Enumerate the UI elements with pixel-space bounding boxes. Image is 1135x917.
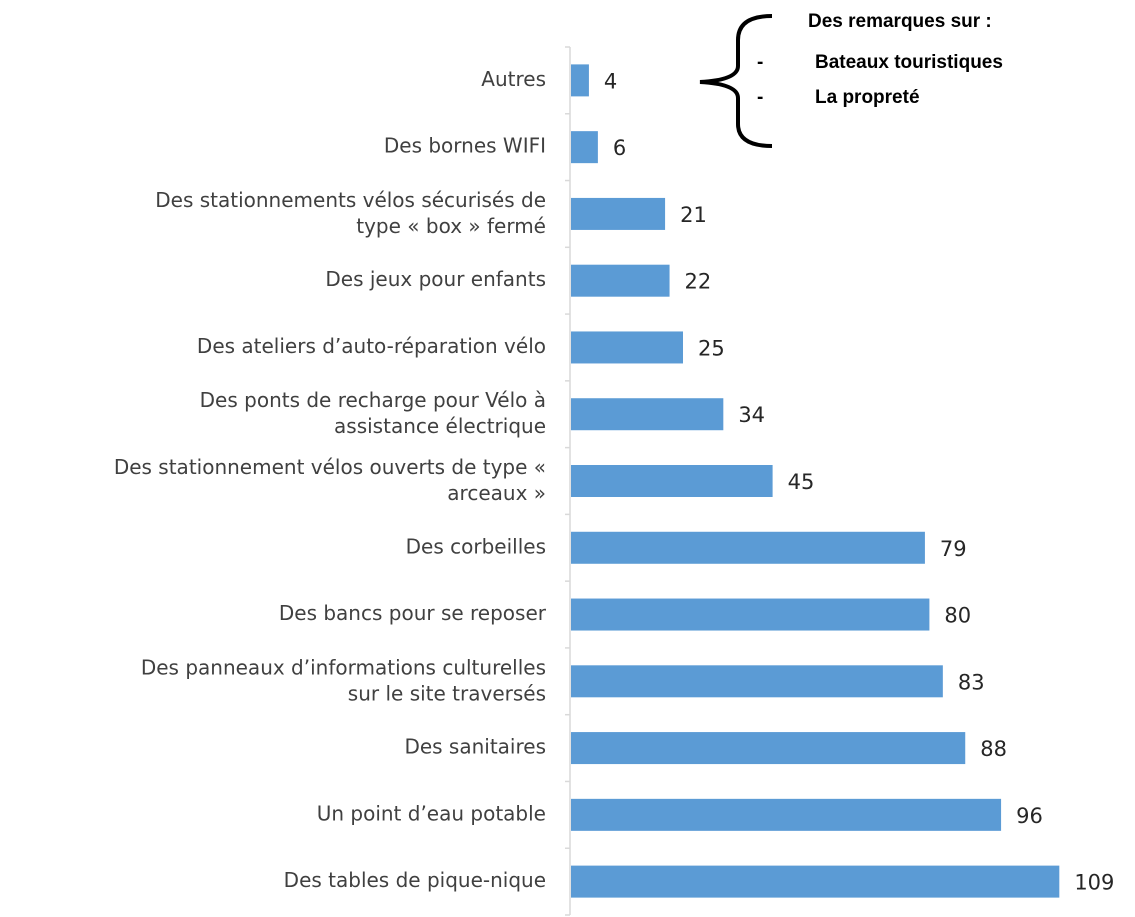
data-label: 79 xyxy=(940,537,967,561)
bar xyxy=(571,465,773,497)
bar xyxy=(571,865,1060,898)
y-tick-label: Des jeux pour enfants xyxy=(325,267,546,291)
bar xyxy=(571,331,683,364)
y-tick-label: Autres xyxy=(481,67,546,91)
y-tick-label: Des stationnement vélos ouverts de type … xyxy=(114,455,546,505)
data-label: 109 xyxy=(1074,871,1114,895)
y-tick-label: Des ateliers d’auto-réparation vélo xyxy=(197,334,546,358)
data-label: 80 xyxy=(944,604,971,628)
bar xyxy=(571,732,966,765)
data-label: 96 xyxy=(1016,804,1043,828)
bar xyxy=(571,398,724,431)
data-label: 25 xyxy=(698,336,725,360)
data-label: 88 xyxy=(980,737,1007,761)
bar xyxy=(571,798,1002,831)
brace xyxy=(699,14,773,148)
bar xyxy=(571,598,930,631)
bar xyxy=(571,531,925,564)
data-label: 22 xyxy=(685,270,712,294)
bar xyxy=(571,131,598,164)
annotation-title: Des remarques sur : xyxy=(808,11,992,32)
bar xyxy=(571,197,666,230)
y-tick-label: Des bornes WIFI xyxy=(384,134,546,158)
y-tick-label: Des corbeilles xyxy=(406,534,546,558)
y-tick-label: Un point d’eau potable xyxy=(317,801,546,825)
y-tick-label: Des sanitaires xyxy=(404,735,546,759)
y-tick-label: Des tables de pique-nique xyxy=(284,868,546,892)
bar xyxy=(571,665,943,698)
y-tick-label: Des ponts de recharge pour Vélo à assista… xyxy=(200,388,546,438)
annotation-bullet: - xyxy=(757,87,763,108)
data-label: 21 xyxy=(680,203,707,227)
bar xyxy=(571,264,670,297)
y-tick-label: Des panneaux d’informations culturelles s… xyxy=(141,655,546,705)
annotation-bullet: - xyxy=(757,52,763,73)
data-label: 34 xyxy=(738,403,765,427)
y-tick-label: Des bancs pour se reposer xyxy=(279,601,547,625)
y-tick-label: Des stationnements vélos sécurisés de typ… xyxy=(155,187,546,237)
annotation-item: Bateaux touristiques xyxy=(815,52,1003,73)
bar xyxy=(571,64,589,97)
data-label: 83 xyxy=(958,670,985,694)
data-label: 4 xyxy=(604,69,617,93)
data-label: 45 xyxy=(788,470,815,494)
data-label: 6 xyxy=(613,136,626,160)
annotation-item: La propreté xyxy=(815,87,920,108)
